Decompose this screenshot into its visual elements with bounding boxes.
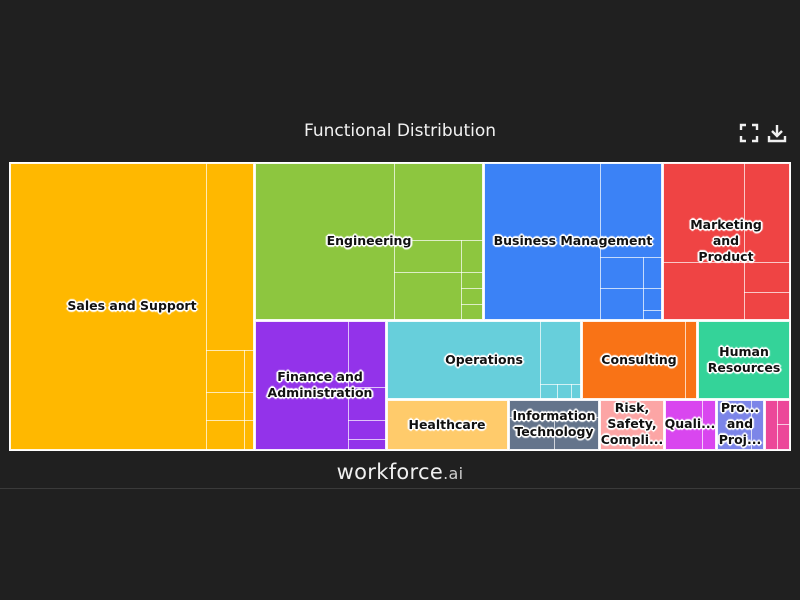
- treemap-node-risk-safety-compliance[interactable]: [600, 400, 664, 450]
- footer-divider: [0, 488, 800, 489]
- treemap-node-finance-and-administration[interactable]: [255, 321, 386, 450]
- treemap-node-human-resources[interactable]: [698, 321, 790, 399]
- treemap-node-healthcare[interactable]: [387, 400, 508, 450]
- expand-icon[interactable]: [739, 123, 759, 143]
- treemap-node-information-technology[interactable]: [509, 400, 599, 450]
- chart-title: Functional Distribution: [303, 121, 497, 141]
- treemap-node-sales-and-support[interactable]: [10, 163, 254, 450]
- treemap-node-product-and-project[interactable]: [717, 400, 764, 450]
- brand-tld: .ai: [443, 464, 464, 483]
- treemap-node-quality[interactable]: [665, 400, 716, 450]
- brand-logo: workforce.ai: [0, 460, 800, 484]
- treemap-node-other[interactable]: [765, 400, 790, 450]
- treemap-node-marketing-and-product[interactable]: [663, 163, 790, 320]
- treemap-node-business-management[interactable]: [484, 163, 662, 320]
- treemap-node-consulting[interactable]: [582, 321, 697, 399]
- treemap-node-engineering[interactable]: [255, 163, 483, 320]
- brand-name: workforce: [336, 460, 444, 484]
- download-icon[interactable]: [767, 123, 787, 143]
- treemap: Sales and Support Engineering Business Man…: [9, 162, 791, 451]
- treemap-node-operations[interactable]: [387, 321, 581, 399]
